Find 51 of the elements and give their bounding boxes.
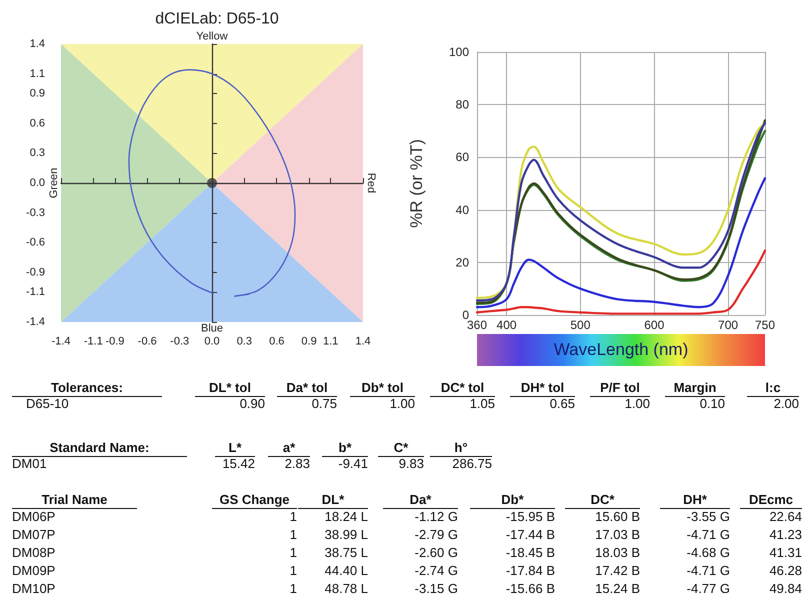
text: Red xyxy=(365,172,377,194)
line-series xyxy=(128,69,296,297)
y-tick-label: -1.1 xyxy=(26,286,45,298)
y-tick-label: 80 xyxy=(456,98,470,112)
x-tick-label: 700 xyxy=(718,318,738,332)
text: Green xyxy=(48,168,60,198)
text: DM10P 1 48.78 L -3.15 G -15.66 B 15.24 B -4.77 G 49.84 xyxy=(12,581,802,596)
x-tick-label: 0.0 xyxy=(204,336,220,348)
text: Standard Name: L* a* b* C* h° xyxy=(50,440,468,455)
text: DM01 15.42 2.83 -9.41 9.83 286.75 xyxy=(12,456,492,471)
y-tick-label: 1.4 xyxy=(30,38,45,50)
x-tick-label: 0.3 xyxy=(236,336,252,348)
y-tick-label: 0.6 xyxy=(30,117,45,130)
x-tick-label: 1.1 xyxy=(322,336,338,348)
x-tick-label: 360 xyxy=(466,318,488,332)
chart-title: dCIELab: D65-10 xyxy=(155,10,279,28)
text: Trial Name GS Change DL* Da* Db* DC* DH* DEcmc xyxy=(42,492,794,507)
y-tick-label: 0.9 xyxy=(30,88,45,100)
text: DM09P 1 44.40 L -2.74 G -17.84 B 17.42 B -4.71 G 46.28 xyxy=(12,563,802,578)
y-tick-label: -0.9 xyxy=(26,266,45,278)
text: DM06P 1 18.24 L -1.12 G -15.95 B 15.60 B -3.55 G 22.64 xyxy=(12,509,802,524)
y-tick-label: -0.6 xyxy=(26,236,45,249)
text: Blue xyxy=(200,322,224,334)
x-tick-label: -1.4 xyxy=(52,336,70,348)
x-tick-label: 0.9 xyxy=(301,336,317,348)
text: D65-10 0.90 0.75 1.00 1.05 0.65 1.00 0.10 2.00 xyxy=(26,396,799,411)
x-tick-label: -0.3 xyxy=(170,336,190,348)
x-tick-label: 750 xyxy=(754,318,776,332)
y-tick-label: 0.3 xyxy=(30,147,45,160)
line-series xyxy=(476,177,766,308)
x-tick-label: -0.9 xyxy=(105,336,124,348)
y-tick-label: 0 xyxy=(462,308,470,322)
x-tick-label: 600 xyxy=(644,318,665,332)
y-tick-label: 0.0 xyxy=(30,177,45,189)
text: Yellow xyxy=(196,30,228,42)
text: DM08P 1 38.75 L -2.60 G -18.45 B 18.03 B -4.68 G 41.31 xyxy=(12,545,802,560)
text: DM07P 1 38.99 L -2.79 G -17.44 B 17.03 B -4.71 G 41.23 xyxy=(12,527,802,542)
y-tick-label: 20 xyxy=(456,255,470,270)
y-tick-label: 1.1 xyxy=(30,68,45,80)
x-tick-label: 400 xyxy=(496,318,517,332)
x-tick-label: 1.4 xyxy=(355,336,371,348)
x-tick-label: 500 xyxy=(570,318,591,332)
text: Tolerances: DL* tol Da* tol Db* tol DC* tol DH* tol P/F tol Margin l:c xyxy=(50,380,781,395)
x-tick-label: -1.1 xyxy=(84,336,103,348)
x-tick-label: 0.6 xyxy=(269,336,284,348)
y-tick-label: 100 xyxy=(448,45,470,59)
y-axis-title: %R (or %T) xyxy=(407,139,426,228)
y-tick-label: 60 xyxy=(456,150,470,164)
y-tick-label: 40 xyxy=(456,202,470,217)
y-tick-label: -0.3 xyxy=(26,206,45,219)
x-tick-label: -0.6 xyxy=(138,336,157,348)
